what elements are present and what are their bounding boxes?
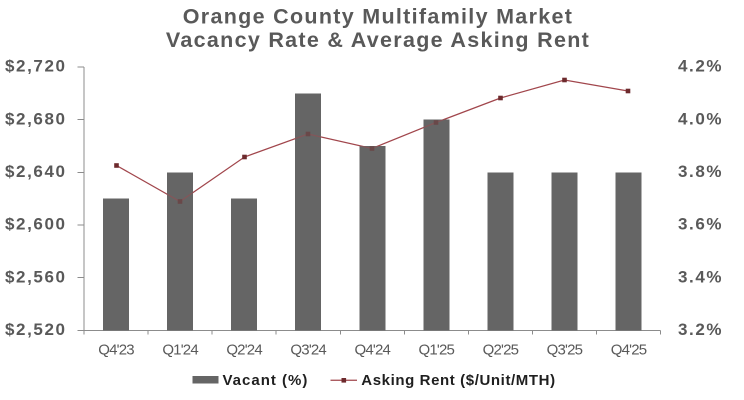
svg-text:Q3'24: Q3'24 xyxy=(290,342,326,359)
svg-text:$2,520: $2,520 xyxy=(5,320,67,339)
svg-text:$2,680: $2,680 xyxy=(5,109,67,128)
svg-text:Vacant (%): Vacant (%) xyxy=(223,372,309,389)
svg-text:3.4%: 3.4% xyxy=(678,267,723,286)
svg-text:Q2'24: Q2'24 xyxy=(226,342,262,359)
svg-text:3.6%: 3.6% xyxy=(678,215,723,234)
svg-text:$2,560: $2,560 xyxy=(5,267,67,286)
svg-text:$2,640: $2,640 xyxy=(5,162,67,181)
svg-text:Asking Rent ($/Unit/MTH): Asking Rent ($/Unit/MTH) xyxy=(361,372,555,389)
svg-text:$2,720: $2,720 xyxy=(5,57,67,76)
svg-text:3.2%: 3.2% xyxy=(678,320,723,339)
svg-text:Orange County Multifamily Mark: Orange County Multifamily Market xyxy=(183,5,573,29)
svg-text:Q4'24: Q4'24 xyxy=(355,342,391,359)
svg-text:Q4'23: Q4'23 xyxy=(98,342,134,359)
svg-text:$2,600: $2,600 xyxy=(5,215,67,234)
svg-text:Q3'25: Q3'25 xyxy=(547,342,583,359)
svg-text:3.8%: 3.8% xyxy=(678,162,723,181)
svg-text:Q1'25: Q1'25 xyxy=(419,342,455,359)
svg-text:4.0%: 4.0% xyxy=(678,109,723,128)
svg-text:Q2'25: Q2'25 xyxy=(483,342,519,359)
svg-text:4.2%: 4.2% xyxy=(678,57,723,76)
svg-text:Vacancy Rate & Average Asking: Vacancy Rate & Average Asking Rent xyxy=(166,28,590,52)
svg-text:Q4'25: Q4'25 xyxy=(611,342,647,359)
svg-text:Q1'24: Q1'24 xyxy=(162,342,198,359)
